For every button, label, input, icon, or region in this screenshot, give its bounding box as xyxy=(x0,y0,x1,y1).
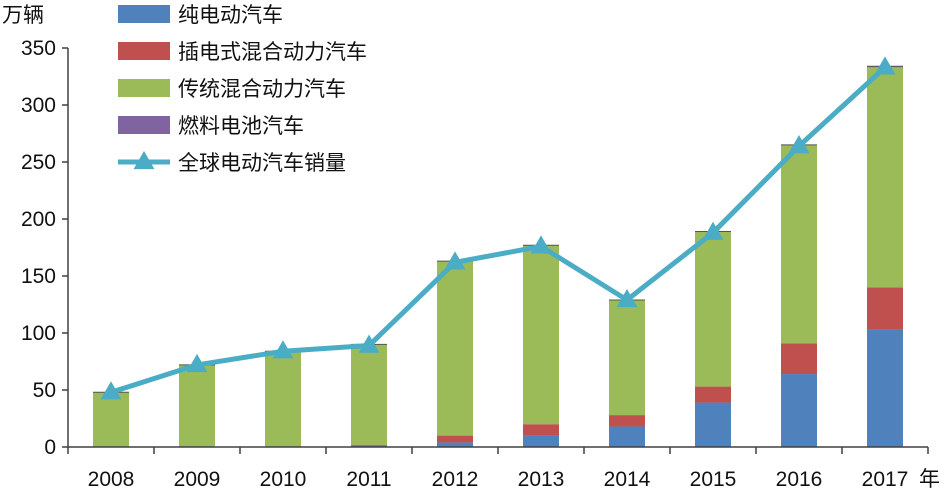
x-tick-label: 2009 xyxy=(174,468,221,491)
legend-swatch xyxy=(118,42,170,60)
bar-segment xyxy=(609,426,645,447)
bar-segment xyxy=(609,415,645,427)
bar-segment xyxy=(781,343,817,375)
line-point-marker xyxy=(358,334,380,353)
y-tick-label: 200 xyxy=(21,208,56,231)
legend-swatch xyxy=(118,5,170,23)
bar-segment xyxy=(867,67,903,288)
bar-segment xyxy=(179,364,215,447)
y-tick-label: 350 xyxy=(21,37,56,60)
bar-segment xyxy=(695,386,731,403)
line-point-marker xyxy=(272,340,294,359)
bar-segment xyxy=(695,231,731,387)
line-point-marker xyxy=(616,288,638,308)
line-point-marker xyxy=(186,353,208,373)
bar-segment xyxy=(93,392,129,447)
bar-segment xyxy=(867,329,903,447)
legend-swatch xyxy=(118,79,170,97)
line-point-marker xyxy=(100,381,122,400)
x-tick-label: 2015 xyxy=(690,468,737,491)
x-axis-ticks: 2008 2009 2010 2011 2012 2013 2014 2015 2016 2017 xyxy=(67,447,929,491)
legend-label: 纯电动汽车 xyxy=(178,3,283,27)
x-tick-label: 2010 xyxy=(260,468,307,491)
bar-segment xyxy=(523,245,559,425)
bar-segment xyxy=(437,442,473,447)
x-tick-label: 2014 xyxy=(604,468,651,491)
bar-segment xyxy=(523,435,559,447)
x-tick-label: 2008 xyxy=(88,468,135,491)
bar-segment xyxy=(437,261,473,436)
legend-swatch xyxy=(118,116,170,134)
x-tick-label: 2017 xyxy=(862,468,909,491)
legend-label: 燃料电池汽车 xyxy=(178,114,304,138)
bar-segment xyxy=(695,402,731,447)
bar-segment xyxy=(265,351,301,447)
y-tick-label: 250 xyxy=(21,151,56,174)
line-point-marker xyxy=(444,251,466,270)
bar-segment xyxy=(867,287,903,330)
line-point-marker xyxy=(530,235,552,254)
line-point-marker xyxy=(788,135,810,154)
legend-triangle-marker xyxy=(133,151,155,170)
line-point-marker xyxy=(702,221,724,240)
y-tick-label: 0 xyxy=(44,436,56,459)
bar-segment xyxy=(351,344,387,445)
bar-segment xyxy=(781,144,817,344)
y-tick-label: 300 xyxy=(21,94,56,117)
legend-label: 传统混合动力汽车 xyxy=(178,77,346,101)
x-tick-label: 2013 xyxy=(518,468,565,491)
y-tick-label: 100 xyxy=(21,322,56,345)
bar-segment xyxy=(609,299,645,416)
total-sales-line xyxy=(100,56,896,400)
bar-series xyxy=(93,65,903,447)
legend-label: 插电式混合动力汽车 xyxy=(178,40,367,64)
line-point-marker xyxy=(874,56,896,75)
bar-segment xyxy=(351,444,387,446)
series-line xyxy=(110,65,887,395)
y-tick-label: 150 xyxy=(21,265,56,288)
bar-segment xyxy=(437,435,473,443)
bar-segment xyxy=(781,374,817,447)
y-axis-unit-label: 万辆 xyxy=(2,3,44,27)
x-axis-unit-label: 年 xyxy=(919,467,940,491)
bar-segment xyxy=(523,424,559,436)
x-tick-label: 2012 xyxy=(432,468,479,491)
x-tick-label: 2016 xyxy=(776,468,823,491)
y-axis-ticks: 0 50 100 150 200 250 300 350 xyxy=(21,37,68,459)
legend-label: 全球电动汽车销量 xyxy=(178,151,346,175)
x-tick-label: 2011 xyxy=(346,468,391,491)
y-tick-label: 50 xyxy=(33,379,56,402)
